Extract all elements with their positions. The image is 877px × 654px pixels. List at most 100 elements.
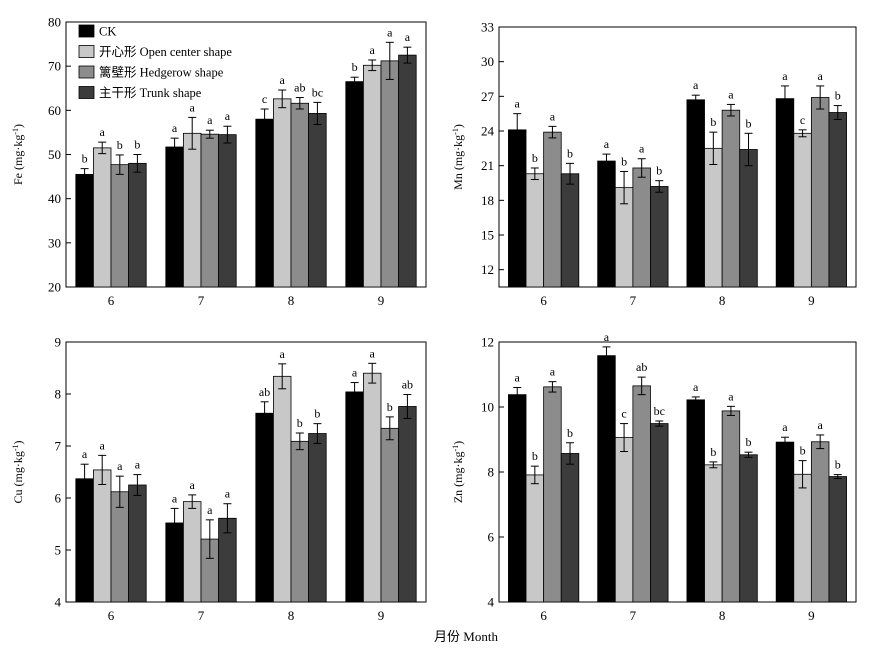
error-bar-zn-8-s3 [744,451,753,458]
legend-swatch [78,45,95,58]
significance-label-fe-8-s2: ab [294,81,305,95]
x-tick-label-fe-3: 9 [378,293,385,308]
significance-label-fe-6-s0: b [82,152,88,166]
error-bar-cu-7-s2 [205,519,214,559]
error-bar-fe-9-s2 [385,41,394,80]
significance-label-mn-9-s2: a [818,69,824,83]
bar-cu-9-s0 [345,391,364,603]
x-tick-label-cu-3: 9 [378,608,385,623]
legend-swatch [78,65,95,79]
significance-label-zn-9-s2: a [818,418,824,432]
bar-zn-8-s1 [704,464,723,603]
error-bar-mn-9-s0 [780,85,789,112]
y-tick-label-zn-1: 6 [488,530,495,545]
bar-mn-8-s3 [739,149,758,288]
x-tick-label-mn-1: 7 [630,293,637,308]
y-axis-title-end-cu: ) [11,440,25,444]
x-tick-label-mn-0: 6 [540,293,547,308]
bar-zn-7-s2 [632,385,651,603]
x-tick-label-cu-1: 7 [198,608,205,623]
bar-mn-9-s3 [828,112,847,288]
bar-zn-9-s3 [828,476,847,603]
significance-label-cu-7-s2: a [207,503,213,517]
bar-fe-9-s0 [345,81,364,288]
error-bar-cu-7-s0 [170,507,179,539]
error-bar-fe-7-s1 [188,116,197,150]
error-bar-mn-7-s0 [602,153,611,169]
bar-cu-9-s1 [362,372,382,603]
plot-frame-mn [498,26,857,288]
bar-cu-8-s3 [308,433,327,603]
bar-mn-8-s0 [686,99,705,288]
legend-label: CK [99,25,116,39]
significance-label-mn-9-s0: a [782,69,788,83]
significance-label-zn-6-s1: b [532,449,538,463]
significance-label-mn-6-s3: b [567,146,573,160]
legend-label: 开心形 Open center shape [99,45,232,59]
x-tick-label-fe-2: 8 [288,293,295,308]
x-tick-label-mn-3: 9 [808,293,815,308]
bar-fe-7-s3 [218,134,237,288]
error-bar-cu-6-s3 [133,474,142,496]
bar-mn-8-s2 [721,109,741,288]
y-tick-label-zn-3: 10 [481,400,494,415]
bar-cu-9-s3 [398,406,417,603]
error-bar-cu-8-s2 [295,432,304,451]
bar-fe-8-s2 [290,102,310,288]
bar-mn-6-s1 [525,173,545,288]
significance-label-zn-7-s3: bc [654,404,665,418]
error-bar-zn-8-s0 [691,396,700,404]
bar-fe-7-s2 [200,133,220,288]
bar-fe-6-s0 [75,173,94,288]
y-tick-label-fe-3: 50 [48,147,61,162]
bar-cu-6-s3 [128,484,147,603]
error-bar-cu-9-s2 [385,416,394,441]
bar-cu-8-s2 [290,440,310,603]
significance-label-zn-8-s0: a [693,380,699,394]
bar-cu-8-s0 [255,412,274,603]
bar-fe-9-s3 [398,54,417,288]
y-tick-label-mn-2: 18 [481,193,494,208]
significance-label-fe-9-s3: a [405,30,411,44]
error-bar-fe-9-s1 [368,59,377,72]
error-bar-zn-9-s3 [833,474,842,479]
significance-label-cu-8-s1: a [280,347,286,361]
bar-zn-6-s0 [508,394,527,603]
error-bar-zn-8-s2 [726,405,735,416]
bar-cu-9-s2 [380,427,400,603]
y-tick-label-mn-4: 24 [481,124,495,139]
error-bar-zn-9-s1 [798,460,807,489]
x-tick-label-fe-0: 6 [108,293,115,308]
significance-label-zn-9-s1: b [800,444,806,458]
bar-zn-6-s3 [560,453,580,603]
y-tick-label-fe-0: 20 [48,280,61,295]
legend-item-3: 主干形 Trunk shape [78,86,202,100]
error-bar-fe-6-s2 [115,154,124,175]
bar-zn-8-s0 [686,399,705,603]
significance-label-zn-7-s0: a [604,330,610,344]
error-bar-cu-7-s3 [223,503,232,534]
y-tick-label-cu-1: 5 [55,543,62,558]
bar-mn-9-s0 [775,98,795,288]
error-bar-fe-9-s0 [350,76,359,87]
bar-mn-7-s2 [632,167,651,288]
error-bar-cu-9-s1 [368,362,377,384]
error-bar-zn-6-s0 [513,387,522,403]
bar-fe-6-s1 [93,147,112,288]
error-bar-fe-7-s3 [223,125,232,144]
error-bar-fe-8-s1 [278,89,287,109]
error-bar-cu-9-s3 [403,394,412,419]
y-tick-label-fe-1: 30 [48,235,61,250]
y-tick-label-mn-6: 30 [481,54,494,69]
bar-zn-6-s2 [543,386,562,603]
bar-fe-6-s2 [110,164,130,288]
y-tick-label-fe-4: 60 [48,103,61,118]
significance-label-cu-6-s0: a [82,447,88,461]
error-bar-zn-8-s1 [709,461,718,469]
y-axis-title-end-mn: ) [451,124,465,128]
y-axis-title-main-zn: Zn (mg·kg [451,452,465,504]
significance-label-zn-7-s2: ab [636,360,647,374]
legend: CK 开心形 Open center shape 篱壁形 Hedgerow shap… [78,25,232,100]
